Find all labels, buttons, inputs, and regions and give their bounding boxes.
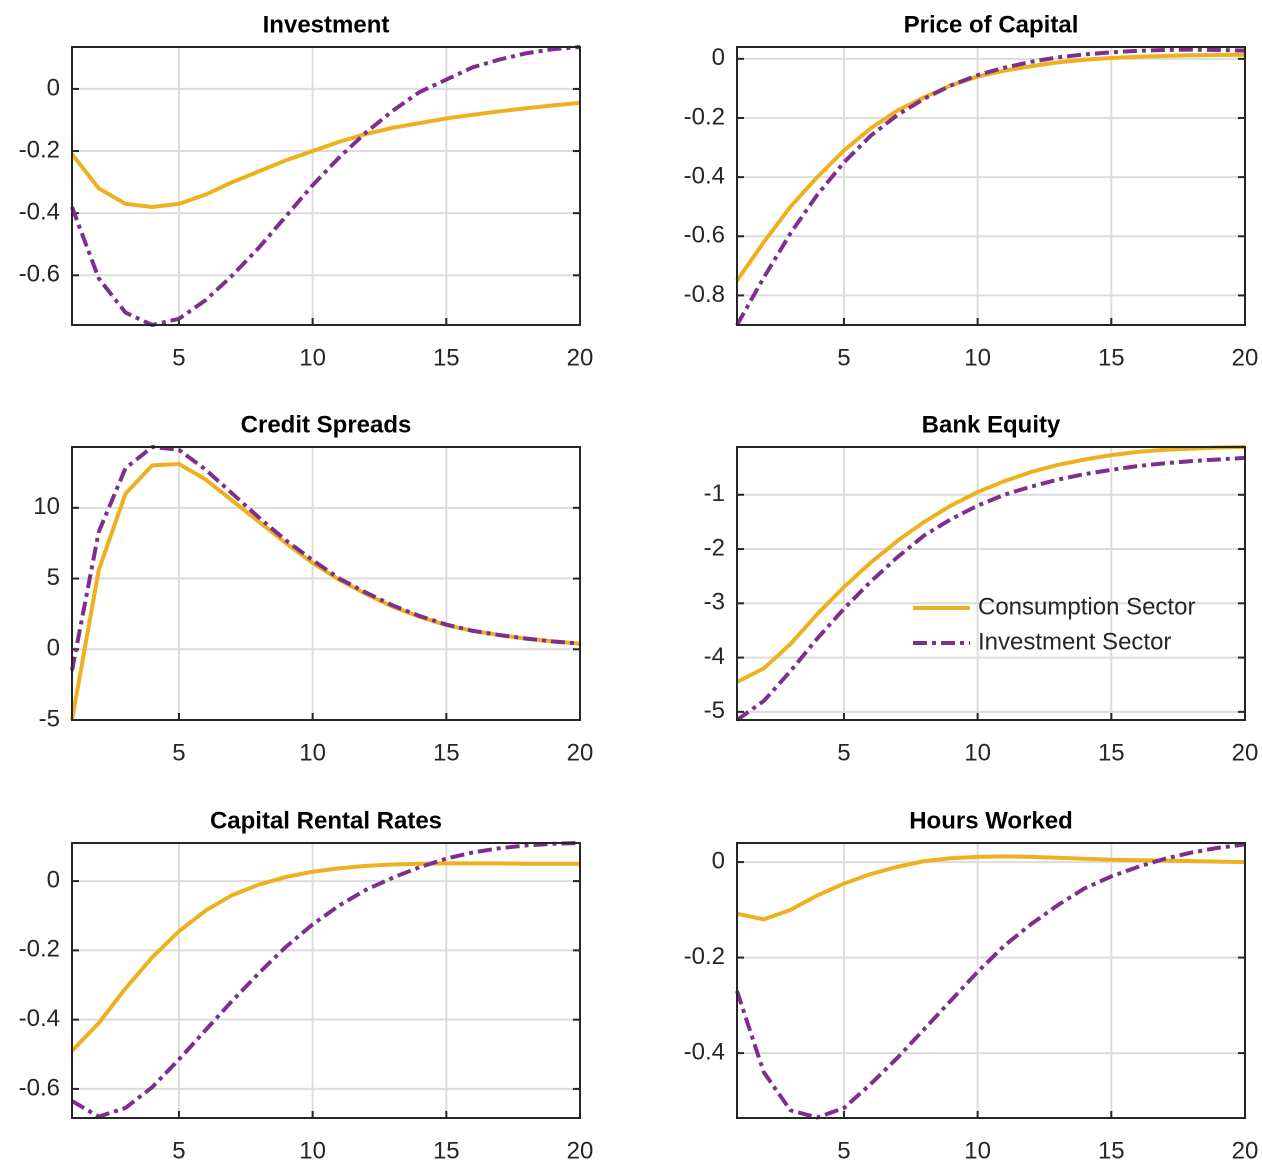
y-tick-label: 10 [33,493,60,520]
x-tick-label: 20 [567,1137,594,1164]
axes-box [736,842,1246,1119]
y-tick-label: -0.4 [684,1038,725,1065]
chart-title: Price of Capital [904,11,1079,38]
series-line [70,861,580,1053]
legend-label: Consumption Sector [978,593,1195,620]
axes-box [71,446,581,721]
series-line [70,461,581,721]
y-tick-label: -0.6 [19,261,60,288]
y-tick-label: -0.2 [684,943,725,970]
x-tick-label: 5 [837,1137,850,1164]
x-tick-label: 10 [299,739,326,766]
chart-title: Capital Rental Rates [210,807,442,834]
x-tick-label: 5 [172,344,185,371]
y-tick-label: -0.6 [19,1074,60,1101]
legend-label: Investment Sector [978,628,1171,655]
chart-title: Credit Spreads [241,411,412,438]
x-tick-label: 15 [433,1137,460,1164]
y-tick-label: -2 [704,534,725,561]
legend: Consumption Sector Investment Sector [913,593,1195,655]
axes-box [71,842,581,1119]
x-tick-label: 20 [1232,739,1259,766]
y-tick-label: 5 [47,564,60,591]
y-tick-label: -4 [704,643,725,670]
series-line [70,45,581,327]
y-tick-label: -1 [704,480,725,507]
x-tick-label: 10 [964,739,991,766]
x-tick-label: 15 [1098,344,1125,371]
x-tick-label: 5 [837,739,850,766]
x-tick-label: 15 [433,344,460,371]
x-tick-label: 10 [964,344,991,371]
x-tick-label: 20 [1232,344,1259,371]
y-tick-label: 0 [712,847,725,874]
series-line [70,445,581,671]
axes-box [736,46,1246,326]
series-line [736,445,1246,684]
y-tick-label: -0.4 [19,199,60,226]
series-line [736,854,1246,922]
chart-title: Hours Worked [909,807,1073,834]
panel: 5 10 15 20 -5 0 5 10 Credit Spreads [33,411,593,766]
panel: 5 10 15 20 -0.4 -0.2 0 Hours Worked [684,807,1259,1164]
y-tick-label: -5 [704,697,725,724]
axes-box [71,46,581,326]
x-tick-label: 5 [172,739,185,766]
panel: 5 10 15 20 -0.6 -0.4 -0.2 0 Investment [19,11,594,371]
y-tick-label: 0 [47,866,60,893]
series-line [70,841,581,1119]
chart-title: Bank Equity [922,411,1061,438]
series-line [735,455,1246,722]
axes-box [736,446,1246,721]
panel: 5 10 15 20 -0.8 -0.6 -0.4 -0.2 0 Price of Capital [684,11,1259,371]
x-tick-label: 15 [1098,739,1125,766]
y-tick-label: 0 [712,44,725,71]
y-tick-label: -0.4 [684,162,725,189]
y-tick-label: -5 [39,705,60,732]
chart-title: Investment [263,11,390,38]
x-tick-label: 5 [172,1137,185,1164]
y-tick-label: -3 [704,589,725,616]
x-tick-label: 10 [964,1137,991,1164]
x-tick-label: 20 [1232,1137,1259,1164]
series-line [735,47,1246,326]
y-tick-label: -0.2 [684,103,725,130]
series-line [735,842,1246,1120]
x-tick-label: 15 [433,739,460,766]
series-line [735,52,1246,282]
y-tick-label: 0 [47,635,60,662]
x-tick-label: 10 [299,1137,326,1164]
y-tick-label: -0.2 [19,136,60,163]
x-tick-label: 20 [567,344,594,371]
y-tick-label: -0.2 [19,936,60,963]
x-tick-label: 15 [1098,1137,1125,1164]
panel: 5 10 15 20 -0.6 -0.4 -0.2 0 Capital Rental Rates [19,807,594,1164]
series-line [70,100,581,209]
x-tick-label: 5 [837,344,850,371]
x-tick-label: 10 [299,344,326,371]
x-tick-label: 20 [567,739,594,766]
y-tick-label: -0.8 [684,281,725,308]
y-tick-label: -0.4 [19,1005,60,1032]
y-tick-label: 0 [47,74,60,101]
panel: 5 10 15 20 -5 -4 -3 -2 -1 Bank Equity Consumption … [704,411,1259,766]
y-tick-label: -0.6 [684,222,725,249]
